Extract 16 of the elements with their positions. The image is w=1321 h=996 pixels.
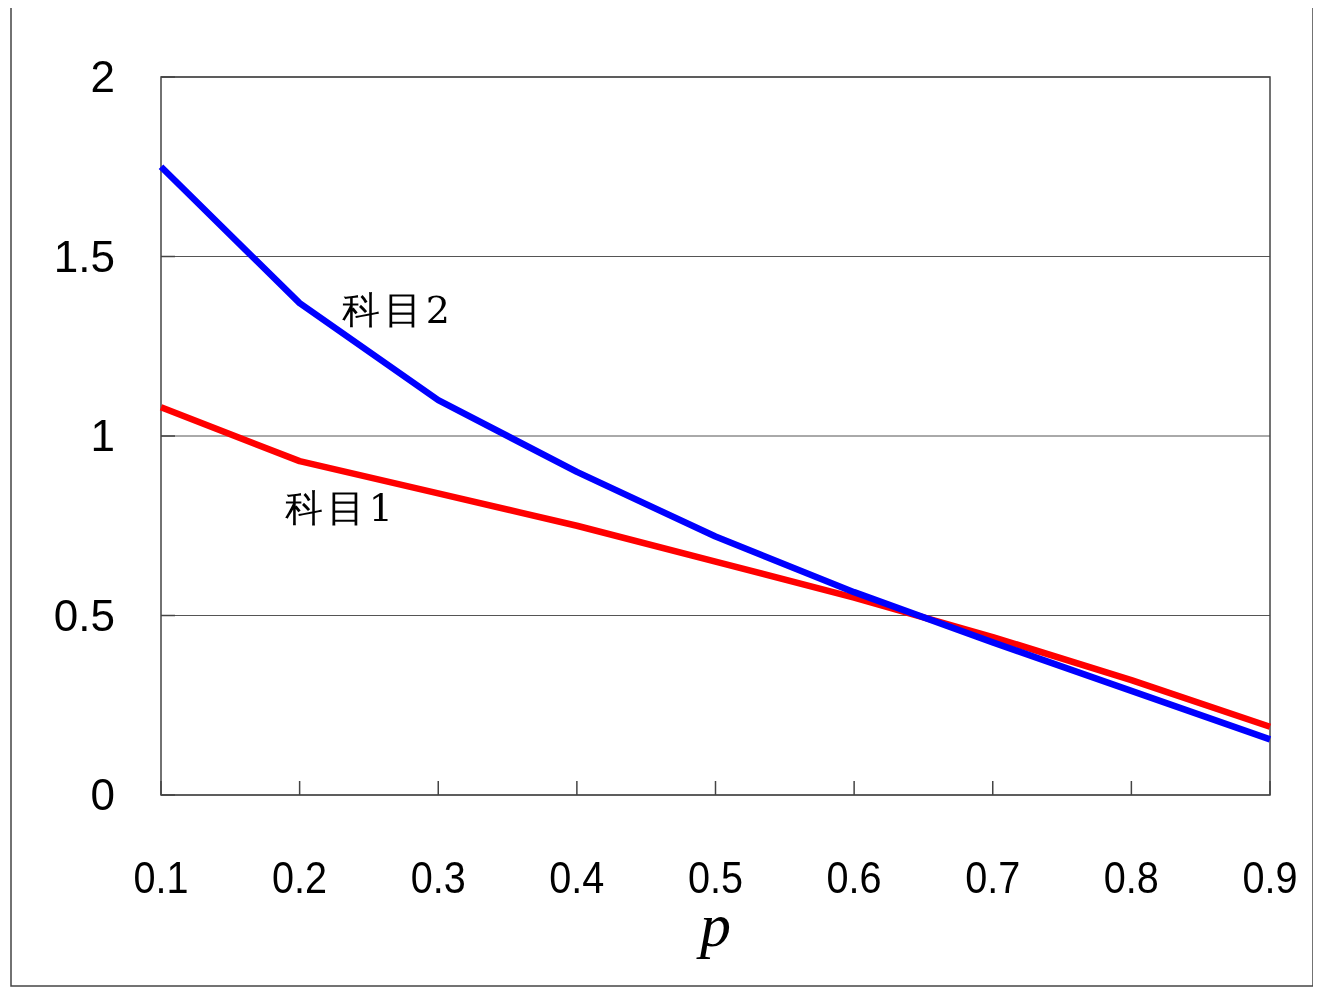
y-tick-label: 1.5 <box>53 231 115 281</box>
x-tick-label: 0.4 <box>549 853 605 903</box>
x-tick-label: 0.5 <box>687 853 744 903</box>
series-label: 科目2 <box>341 288 454 333</box>
x-tick-label: 0.7 <box>965 853 1021 903</box>
y-tick-label: 1 <box>90 411 115 460</box>
x-tick-label: 0.9 <box>1242 853 1298 903</box>
x-tick-label: 0.1 <box>133 853 189 903</box>
x-tick-label: 0.8 <box>1103 853 1159 903</box>
x-tick-label: 0.3 <box>410 853 466 903</box>
y-tick-label: 0 <box>90 770 115 819</box>
y-tick-label: 0.5 <box>53 590 115 640</box>
y-tick-label: 2 <box>90 52 115 101</box>
series-label: 科目1 <box>284 486 397 531</box>
x-tick-label: 0.6 <box>826 853 882 903</box>
x-tick-label: 0.2 <box>272 853 328 903</box>
